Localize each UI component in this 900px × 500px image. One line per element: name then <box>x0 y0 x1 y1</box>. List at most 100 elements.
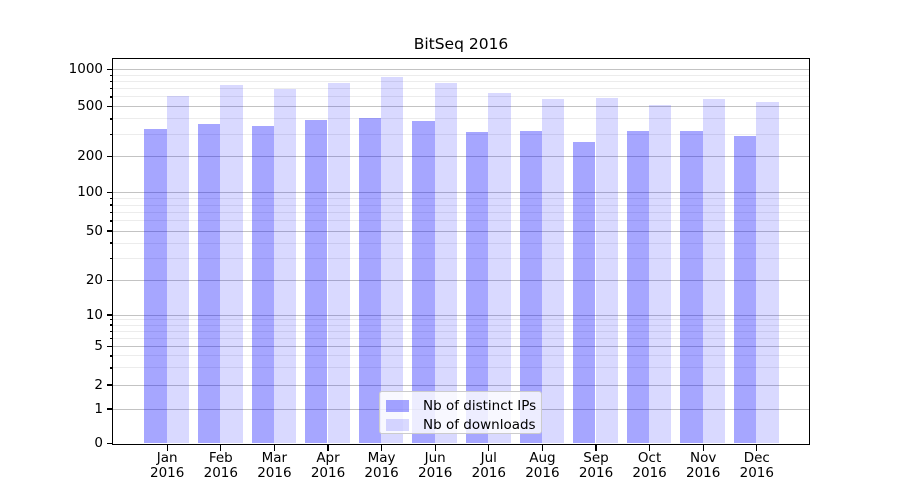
legend-swatch-distinct-ips <box>386 399 409 412</box>
x-tick-mark <box>380 445 383 451</box>
x-tick-label-oct: Oct 2016 <box>610 449 690 482</box>
legend: Nb of distinct IPs Nb of downloads <box>379 391 542 434</box>
y-tick-label: 20 <box>85 272 103 288</box>
month-label: Nov <box>690 449 717 466</box>
major-gridline <box>113 192 809 194</box>
x-tick-mark <box>434 445 436 451</box>
bar-distinct-ips-nov <box>680 131 703 443</box>
plot-area: Nb of distinct IPs Nb of downloads <box>112 58 810 445</box>
x-tick-mark <box>702 445 704 451</box>
minor-gridline <box>113 355 809 357</box>
x-tick-label-feb: Feb 2016 <box>181 449 261 482</box>
y-tick-mark <box>106 384 113 386</box>
y-tick-label: 200 <box>77 148 103 165</box>
year-label: 2016 <box>203 465 238 481</box>
y-tick-mark <box>106 156 113 158</box>
month-label: Oct <box>637 449 662 466</box>
bars-layer <box>113 59 809 444</box>
bar-distinct-ips-feb <box>197 124 221 443</box>
x-tick-label-dec: Dec 2016 <box>717 449 797 482</box>
major-gridline <box>113 384 809 386</box>
y-tick-label: 5 <box>94 338 103 354</box>
bar-downloads-aug <box>541 99 565 443</box>
bar-distinct-ips-apr <box>305 119 328 443</box>
x-tick-label-may: May 2016 <box>342 449 422 482</box>
bar-distinct-ips-jan <box>144 128 167 443</box>
y-tick-mark <box>106 69 113 71</box>
minor-gridline <box>113 367 809 369</box>
year-label: 2016 <box>150 465 185 481</box>
bar-distinct-ips-dec <box>733 135 757 443</box>
month-label: Dec <box>743 449 770 466</box>
minor-gridline <box>113 337 809 339</box>
bar-distinct-ips-oct <box>626 130 650 443</box>
year-label: 2016 <box>257 465 292 481</box>
y-minor-tick-mark <box>109 337 113 339</box>
x-tick-mark <box>327 445 329 451</box>
bar-downloads-oct <box>649 105 672 443</box>
legend-swatch-downloads <box>386 418 409 431</box>
major-gridline <box>113 106 809 108</box>
y-minor-tick-mark <box>109 204 113 206</box>
chart-title: BitSeq 2016 <box>413 35 509 53</box>
legend-entry-downloads: Nb of downloads <box>386 415 536 434</box>
minor-gridline <box>113 88 809 90</box>
bar-downloads-nov <box>702 98 726 443</box>
x-tick-label-mar: Mar 2016 <box>234 450 314 482</box>
y-minor-tick-mark <box>109 88 113 90</box>
y-tick-mark <box>106 192 113 194</box>
x-tick-mark <box>273 445 276 451</box>
bar-distinct-ips-sep <box>573 141 596 443</box>
x-tick-label-apr: Apr 2016 <box>288 450 368 482</box>
x-tick-mark <box>166 445 168 451</box>
year-label: 2016 <box>686 465 721 481</box>
y-minor-tick-mark <box>109 257 113 260</box>
year-label: 2016 <box>310 465 346 481</box>
bar-distinct-ips-mar <box>251 125 274 443</box>
y-tick-label: 500 <box>77 98 103 115</box>
x-tick-mark <box>648 445 651 451</box>
bar-downloads-dec <box>756 102 779 443</box>
y-tick-label: 1000 <box>68 61 103 78</box>
y-minor-tick-mark <box>109 80 113 83</box>
legend-label-distinct-ips: Nb of distinct IPs <box>423 397 537 414</box>
bar-downloads-sep <box>595 98 618 443</box>
minor-gridline <box>113 134 809 136</box>
y-minor-tick-mark <box>109 242 113 244</box>
minor-gridline <box>113 211 809 213</box>
bar-downloads-mar <box>273 89 297 443</box>
bar-downloads-feb <box>220 85 243 443</box>
bar-distinct-ips-may <box>358 118 382 443</box>
y-tick-mark <box>106 345 113 348</box>
major-gridline <box>113 346 809 347</box>
minor-gridline <box>113 258 809 260</box>
y-tick-label: 1 <box>94 400 103 417</box>
major-gridline <box>113 156 809 158</box>
y-minor-tick-mark <box>109 211 113 214</box>
month-label: May <box>367 449 396 466</box>
minor-gridline <box>113 242 809 244</box>
y-tick-label: 10 <box>85 306 103 323</box>
minor-gridline <box>113 204 809 206</box>
minor-gridline <box>113 330 809 332</box>
y-minor-tick-mark <box>109 330 113 332</box>
bar-distinct-ips-aug <box>519 130 542 443</box>
month-label: Feb <box>208 449 233 466</box>
year-label: 2016 <box>632 465 667 481</box>
bar-downloads-jul <box>488 93 511 443</box>
minor-gridline <box>113 118 809 120</box>
y-minor-tick-mark <box>109 324 113 326</box>
month-label: Jun <box>424 449 446 466</box>
bar-downloads-jan <box>166 95 190 443</box>
minor-gridline <box>113 81 809 83</box>
y-minor-tick-mark <box>109 319 113 321</box>
year-label: 2016 <box>525 465 560 481</box>
month-label: Jan <box>156 449 178 466</box>
x-tick-label-nov: Nov 2016 <box>663 449 743 482</box>
major-gridline <box>113 230 809 232</box>
month-label: Jul <box>480 449 497 466</box>
y-tick-label: 2 <box>94 376 103 393</box>
y-tick-label: 100 <box>77 184 103 201</box>
x-tick-label-jul: Jul 2016 <box>449 449 529 482</box>
